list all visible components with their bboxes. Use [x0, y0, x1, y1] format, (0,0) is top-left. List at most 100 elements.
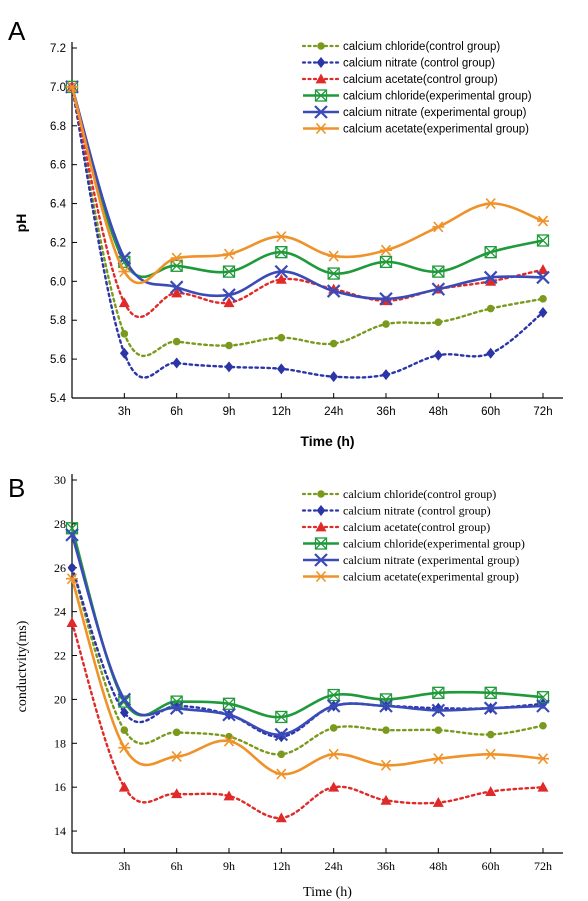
- data-point: [537, 753, 549, 765]
- legend-item: calcium nitrate (control group): [301, 504, 491, 518]
- data-point: [120, 726, 129, 734]
- data-point: [432, 265, 445, 278]
- legend-label: calcium nitrate (experimental group): [343, 553, 519, 567]
- legend-label: calcium chloride(control group): [343, 487, 496, 501]
- data-point: [382, 320, 390, 328]
- series-5: [66, 573, 549, 780]
- data-point: [222, 707, 236, 722]
- data-point: [379, 699, 393, 713]
- series-1: [67, 81, 548, 383]
- legend-item: calcium nitrate (control group): [301, 57, 495, 70]
- legend-marker: [315, 521, 327, 532]
- legend-label: calcium nitrate (control group): [343, 504, 491, 518]
- data-point: [379, 292, 393, 306]
- y-tick-label: 20: [54, 692, 66, 706]
- y-tick-label: 6.6: [50, 160, 66, 172]
- y-tick-label: 18: [54, 736, 66, 750]
- data-point: [329, 724, 338, 732]
- series-0: [68, 563, 547, 759]
- data-point: [431, 282, 446, 296]
- data-point: [275, 710, 288, 724]
- data-point: [432, 686, 445, 699]
- data-point: [484, 686, 497, 699]
- y-tick-label: 5.6: [50, 354, 66, 366]
- data-point: [222, 265, 236, 278]
- x-tick-label: 60h: [481, 406, 500, 418]
- series-line: [70, 566, 545, 756]
- y-tick-label: 30: [54, 473, 66, 487]
- x-axis-label: Time (h): [303, 885, 352, 900]
- legend-label: calcium acetate(experimental group): [343, 570, 519, 584]
- legend-label: calcium chloride(experimental group): [343, 91, 532, 103]
- data-point: [169, 701, 184, 715]
- data-point: [118, 297, 130, 308]
- x-tick-label: 72h: [534, 859, 552, 873]
- x-tick-label: 72h: [533, 406, 552, 418]
- data-point: [484, 748, 497, 760]
- y-tick-label: 24: [54, 605, 66, 619]
- panel-a: A 5.4 5.6 5.8 6.0 6.2 6.4 6.6 6.8 7.0 7.2 3h 6h 9h 12h…: [8, 16, 563, 449]
- data-point: [225, 732, 233, 741]
- x-tick-label: 12h: [272, 406, 291, 418]
- legend-marker: [317, 490, 325, 498]
- data-point: [274, 264, 289, 279]
- legend-item: calcium acetate(control group): [301, 73, 498, 86]
- data-point: [118, 742, 131, 754]
- x-tick-label: 24h: [325, 859, 343, 873]
- y-tick-label: 6.8: [50, 121, 66, 133]
- data-point: [327, 267, 340, 280]
- data-point: [537, 264, 549, 275]
- data-point: [538, 306, 548, 318]
- y-tick-label: 14: [54, 824, 66, 838]
- data-point: [329, 371, 339, 383]
- legend-item: calcium nitrate (experimental group): [303, 105, 527, 119]
- legend-marker: [317, 42, 325, 50]
- data-point: [486, 347, 496, 359]
- legend-marker: [314, 537, 328, 550]
- panel-letter: B: [8, 473, 25, 503]
- data-point: [484, 246, 497, 259]
- data-point: [486, 730, 495, 739]
- legend-item: calcium acetate(experimental group): [303, 122, 529, 136]
- series-5: [66, 81, 549, 285]
- series-4: [65, 528, 550, 742]
- legend-label: calcium acetate(experimental group): [343, 124, 529, 136]
- legend-item: calcium acetate(experimental group): [303, 570, 519, 584]
- start-point: [66, 617, 78, 628]
- x-axis-label: Time (h): [300, 433, 354, 449]
- legend-item: calcium chloride(control group): [301, 487, 496, 501]
- data-point: [379, 255, 393, 269]
- panel-letter: A: [8, 16, 26, 46]
- data-point: [172, 728, 181, 737]
- y-tick-label: 6.2: [50, 237, 66, 249]
- y-tick-label: 6.0: [50, 276, 66, 288]
- data-point: [224, 361, 234, 373]
- data-point: [485, 786, 497, 796]
- data-point: [432, 797, 444, 807]
- y-tick-label: 5.8: [50, 315, 66, 327]
- y-tick-label: 6.4: [50, 199, 67, 211]
- legend-marker: [316, 505, 326, 516]
- legend: calcium chloride(control group) calcium n…: [301, 41, 532, 136]
- data-point: [327, 250, 340, 262]
- x-tick-label: 6h: [170, 406, 183, 418]
- data-point: [275, 812, 287, 823]
- series-2: [66, 617, 549, 823]
- panel-b: B 14 16 18 20 22 24 26 28 30 3h 6h 9h 12h 24h 36h 48h 60h…: [8, 473, 563, 900]
- data-point: [277, 333, 286, 342]
- data-point: [536, 234, 550, 247]
- y-tick-label: 7.2: [50, 43, 66, 55]
- data-point: [223, 248, 235, 260]
- data-point: [432, 753, 445, 765]
- x-tick-label: 48h: [429, 406, 448, 418]
- x-tick-label: 6h: [171, 859, 183, 873]
- data-point: [483, 270, 498, 285]
- data-point: [536, 699, 550, 713]
- x-tick-label: 9h: [223, 859, 235, 873]
- data-point: [170, 750, 183, 762]
- data-point: [223, 735, 235, 747]
- legend-marker: [315, 73, 327, 84]
- data-point: [118, 266, 131, 278]
- data-point: [432, 221, 445, 233]
